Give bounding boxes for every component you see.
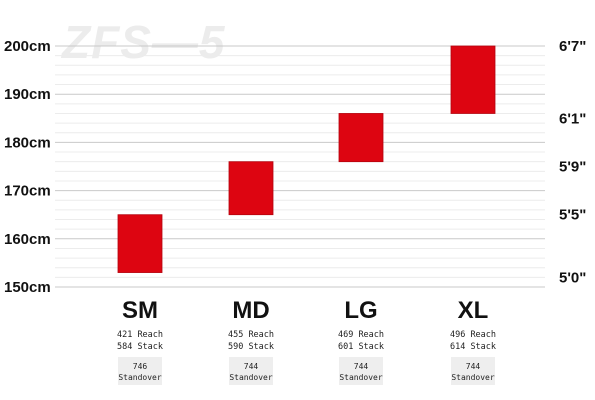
size-range-bar-xl xyxy=(450,45,496,114)
left-tick-label: 200cm xyxy=(4,38,51,55)
left-tick-label: 160cm xyxy=(4,231,51,248)
size-column-lg: LG 469 Reach 601 Stack 744 Standover xyxy=(338,297,384,385)
standover-box xyxy=(451,357,495,385)
size-range-bar-lg xyxy=(338,113,384,163)
stack-value: 590 Stack xyxy=(228,342,274,352)
size-range-bar-sm xyxy=(117,214,163,273)
size-label: SM xyxy=(122,297,158,324)
right-tick-label: 5'0" xyxy=(559,269,586,286)
size-column-md: MD 455 Reach 590 Stack 744 Standover xyxy=(228,297,274,385)
size-range-bar-md xyxy=(228,161,274,216)
stack-value: 614 Stack xyxy=(450,342,496,352)
left-tick-label: 190cm xyxy=(4,86,51,103)
right-tick-label: 5'9" xyxy=(559,159,586,176)
standover-value: 744 xyxy=(354,362,369,371)
standover-label: Standover xyxy=(229,373,273,382)
left-tick-label: 180cm xyxy=(4,134,51,151)
right-axis-feet: 6'7" 6'1" 5'9" 5'5" 5'0" xyxy=(559,38,586,286)
size-label: MD xyxy=(232,297,269,324)
left-axis-cm: 200cm 190cm 180cm 170cm 160cm 150cm xyxy=(4,38,51,296)
size-columns: SM 421 Reach 584 Stack 746 Standover MD 455 Re… xyxy=(117,297,496,385)
standover-value: 744 xyxy=(244,362,259,371)
reach-value: 469 Reach xyxy=(338,330,384,340)
reach-value: 455 Reach xyxy=(228,330,274,340)
size-label: LG xyxy=(344,297,377,324)
right-tick-label: 6'1" xyxy=(559,110,586,127)
standover-label: Standover xyxy=(118,373,162,382)
size-bars xyxy=(117,45,496,273)
standover-box xyxy=(339,357,383,385)
standover-box xyxy=(229,357,273,385)
reach-value: 421 Reach xyxy=(117,330,163,340)
reach-value: 496 Reach xyxy=(450,330,496,340)
standover-label: Standover xyxy=(339,373,383,382)
left-tick-label: 150cm xyxy=(4,279,51,296)
size-column-xl: XL 496 Reach 614 Stack 744 Standover xyxy=(450,297,496,385)
standover-box xyxy=(118,357,162,385)
left-tick-label: 170cm xyxy=(4,183,51,200)
right-tick-label: 6'7" xyxy=(559,38,586,55)
standover-label: Standover xyxy=(451,373,495,382)
standover-value: 746 xyxy=(133,362,148,371)
stack-value: 601 Stack xyxy=(338,342,384,352)
standover-value: 744 xyxy=(466,362,481,371)
right-tick-label: 5'5" xyxy=(559,207,586,224)
stack-value: 584 Stack xyxy=(117,342,163,352)
watermark-logo: ZFS—5 xyxy=(60,16,226,68)
size-column-sm: SM 421 Reach 584 Stack 746 Standover xyxy=(117,297,163,385)
size-label: XL xyxy=(458,297,489,324)
